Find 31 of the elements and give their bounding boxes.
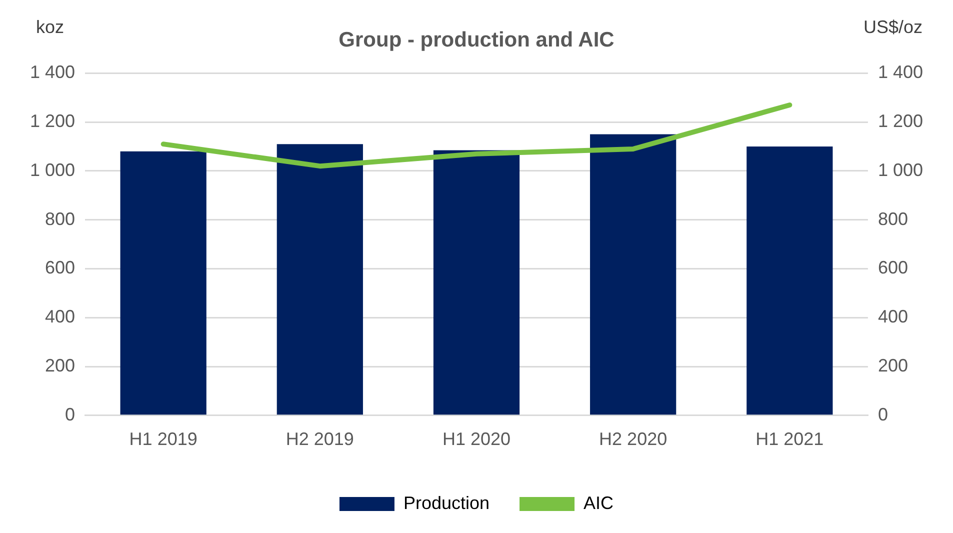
x-tick-label: H1 2021 — [756, 429, 824, 450]
y-tick-label: 600 — [44, 258, 76, 278]
y2-tick-label: 1 400 — [878, 62, 924, 82]
y2-tick-label: 600 — [878, 258, 908, 278]
legend-label: Production — [403, 492, 490, 513]
y2-tick-label: 400 — [878, 306, 908, 327]
bar — [590, 134, 676, 415]
x-tick-label: H2 2019 — [286, 429, 354, 450]
y2-tick-label: 1 200 — [878, 111, 924, 132]
y-tick-label: 0 — [65, 404, 76, 424]
y-tick-label: 1 000 — [30, 160, 76, 180]
bar — [746, 146, 833, 415]
y-tick-label: 1 400 — [30, 62, 76, 82]
x-tick-label: H1 2020 — [442, 429, 511, 450]
y2-tick-label: 0 — [878, 404, 888, 424]
y-axis-title: koz — [36, 16, 64, 37]
bar — [276, 144, 363, 415]
y-tick-label: 800 — [44, 208, 76, 229]
y-tick-label: 200 — [44, 355, 76, 376]
y-tick-label: 400 — [44, 306, 76, 327]
y2-tick-label: 800 — [878, 208, 908, 229]
y2-tick-label: 1 000 — [878, 160, 924, 180]
chart-title: Group - production and AIC — [338, 28, 614, 52]
y2-axis-title: US$/oz — [863, 16, 923, 37]
bar — [120, 151, 206, 415]
x-tick-label: H1 2019 — [129, 429, 198, 450]
bar — [433, 150, 520, 415]
y-tick-label: 1 200 — [30, 111, 76, 132]
y2-tick-label: 200 — [878, 355, 908, 376]
legend-label: AIC — [584, 492, 614, 513]
x-tick-label: H2 2020 — [599, 429, 668, 450]
